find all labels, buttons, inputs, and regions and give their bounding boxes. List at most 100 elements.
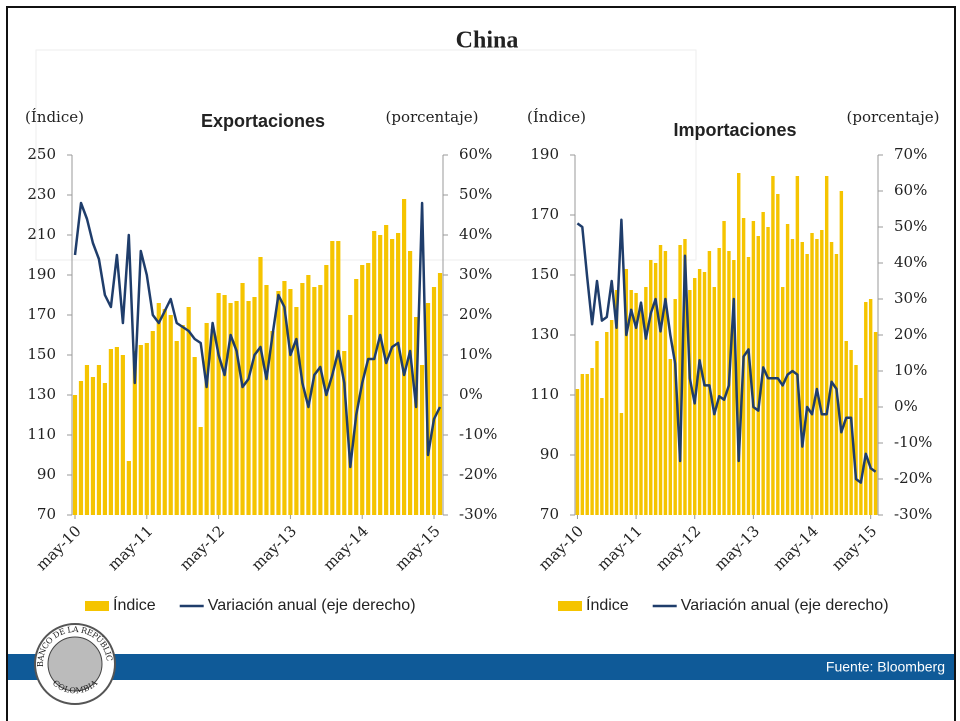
y2-tick-label: 30% (894, 289, 927, 307)
bar (746, 257, 751, 515)
y2-tick-label: -30% (459, 505, 497, 523)
legend-swatch (558, 601, 582, 611)
bar (614, 290, 619, 515)
bar (431, 287, 437, 515)
bar (186, 307, 191, 515)
bar (336, 241, 341, 515)
y2-tick-label: 60% (894, 181, 927, 199)
bar (702, 272, 707, 515)
y2-axis-label: (porcentaje) (847, 108, 940, 126)
bar (144, 343, 149, 515)
bar (138, 345, 143, 515)
bar (90, 377, 96, 515)
y2-tick-label: 0% (459, 385, 483, 403)
bar (276, 291, 281, 515)
bar (366, 263, 371, 515)
y-tick-label: 130 (530, 325, 559, 343)
bar (810, 233, 814, 515)
bar (683, 239, 687, 515)
legend-label: Variación anual (eje derecho) (208, 597, 416, 614)
y-tick-label: 150 (27, 345, 56, 363)
bar (306, 275, 311, 515)
y-tick-label: 230 (27, 185, 56, 203)
y-tick-label: 190 (530, 145, 559, 163)
y-axis-label: (Índice) (527, 108, 586, 126)
y2-tick-label: -30% (894, 505, 932, 523)
bar (120, 355, 125, 515)
bar (824, 176, 829, 515)
bar (294, 307, 299, 515)
y-tick-label: 110 (27, 425, 56, 443)
bar (84, 365, 90, 515)
y2-tick-label: -20% (459, 465, 497, 483)
bar (102, 383, 108, 515)
y-tick-label: 110 (530, 385, 559, 403)
bar (252, 297, 257, 515)
bar (156, 303, 161, 515)
bar (776, 194, 780, 515)
bar (282, 281, 287, 515)
bar (649, 260, 653, 515)
y2-tick-label: 10% (894, 361, 927, 379)
bar (72, 395, 78, 515)
bar (868, 299, 873, 515)
bar (270, 331, 275, 515)
bar (839, 191, 844, 515)
bar (180, 325, 185, 515)
y2-tick-label: 70% (894, 145, 927, 163)
bar (717, 248, 721, 515)
footer-bar (8, 654, 954, 680)
bar (437, 273, 443, 515)
bar (800, 242, 804, 515)
bar (629, 290, 633, 515)
bar (216, 293, 221, 515)
bar (854, 365, 858, 515)
y2-tick-label: 10% (459, 345, 492, 363)
bar (585, 374, 589, 515)
bar (174, 341, 179, 515)
bar (751, 221, 756, 515)
background-frame (35, 49, 697, 261)
bar (318, 285, 323, 515)
bar (168, 315, 173, 515)
legend-label: Índice (113, 595, 156, 614)
bar (372, 231, 377, 515)
bar (402, 199, 407, 515)
y2-tick-label: 20% (894, 325, 927, 343)
bar (288, 289, 293, 515)
bar (595, 341, 599, 515)
bar (198, 427, 203, 515)
bar (732, 260, 736, 515)
y2-tick-label: 40% (894, 253, 927, 271)
bar (300, 283, 305, 515)
bar (859, 398, 863, 515)
bar (360, 265, 365, 515)
y-axis-label: (Índice) (25, 108, 84, 126)
bar (756, 236, 760, 515)
bar (600, 398, 604, 515)
bar (204, 323, 209, 515)
bar (673, 299, 677, 515)
bar (815, 239, 819, 515)
bar (678, 245, 682, 515)
bar (407, 251, 413, 515)
legend-label: Índice (586, 595, 629, 614)
y-tick-label: 70 (37, 505, 56, 523)
bar (228, 303, 233, 515)
y-tick-label: 210 (27, 225, 56, 243)
y-tick-label: 70 (540, 505, 559, 523)
y-tick-label: 190 (27, 265, 56, 283)
y-tick-label: 250 (27, 145, 56, 163)
bar (619, 413, 624, 515)
bar (114, 347, 119, 515)
bar (722, 221, 726, 515)
logo-portrait (47, 636, 103, 692)
y2-tick-label: 0% (894, 397, 918, 415)
bar (192, 357, 197, 515)
bar (634, 293, 638, 515)
bar (780, 287, 785, 515)
y-tick-label: 90 (540, 445, 559, 463)
bar (222, 295, 227, 515)
bar (668, 359, 673, 515)
